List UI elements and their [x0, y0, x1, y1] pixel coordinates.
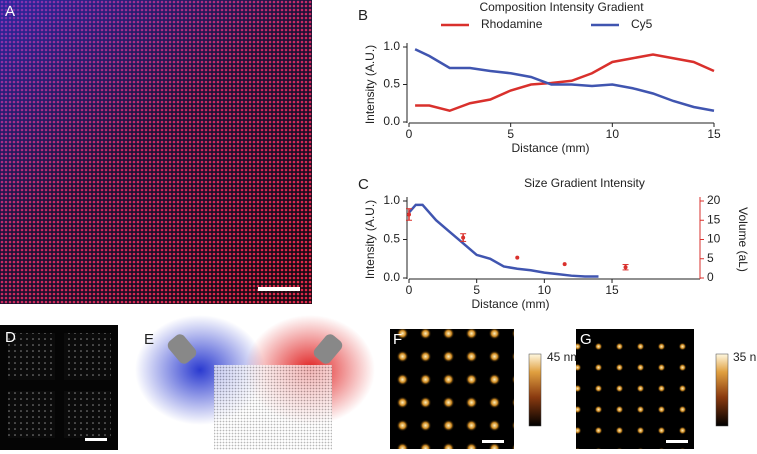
image-f	[390, 329, 514, 449]
y-tick-label: 1.0	[383, 39, 400, 53]
x-axis-label: Distance (mm)	[471, 297, 549, 311]
y-axis-label: Intensity (A.U.)	[363, 45, 377, 124]
panel-label: E	[144, 331, 154, 348]
y-axis-label: Intensity (A.U.)	[363, 200, 377, 279]
nozzle	[313, 334, 343, 364]
colorbar-label: 35 nm	[733, 350, 757, 364]
y-tick-label: 0.5	[383, 232, 400, 246]
legend-label: Rhodamine	[481, 17, 543, 31]
x-tick-label: 10	[606, 127, 620, 141]
nozzle	[167, 334, 197, 364]
scale-bar	[666, 440, 688, 443]
y2-tick-label: 20	[707, 193, 721, 207]
x-tick-label: 0	[406, 127, 413, 141]
line	[408, 203, 599, 278]
line	[415, 53, 715, 113]
array	[64, 333, 111, 380]
panel-label: A	[5, 3, 15, 20]
x-tick-label: 15	[605, 283, 619, 297]
x-tick-label: 0	[406, 283, 413, 297]
colorbar	[528, 353, 542, 427]
point	[407, 212, 411, 217]
array	[214, 365, 332, 450]
array	[8, 391, 55, 438]
colorbar-label: 45 nm	[547, 350, 580, 364]
scale-bar	[482, 440, 504, 443]
y-tick-label: 0.0	[383, 114, 400, 128]
chart-title: Size Gradient Intensity	[524, 176, 645, 190]
panel-label: B	[358, 7, 368, 24]
y-tick-label: 1.0	[383, 193, 400, 207]
x-tick-label: 5	[507, 127, 514, 141]
y2-tick-label: 5	[707, 251, 714, 265]
x-tick-label: 10	[538, 283, 552, 297]
panel-label: F	[393, 331, 402, 348]
panel-label: G	[580, 331, 592, 348]
point	[515, 255, 520, 260]
y2-tick-label: 10	[707, 232, 721, 246]
legend-label: Cy5	[631, 17, 653, 31]
panel-label: C	[358, 176, 369, 193]
point	[461, 235, 466, 240]
y2-tick-label: 0	[707, 270, 714, 284]
array	[8, 333, 55, 380]
y2-axis-label: Volume (aL)	[736, 207, 750, 272]
overlay	[0, 0, 312, 304]
y2-tick-label: 15	[707, 212, 721, 226]
point	[562, 262, 567, 267]
x-tick-label: 5	[473, 283, 480, 297]
array	[64, 391, 111, 438]
scale-bar	[85, 438, 107, 441]
x-tick-label: 15	[707, 127, 721, 141]
image-g	[576, 329, 694, 449]
x-axis-label: Distance (mm)	[511, 141, 589, 155]
point	[623, 265, 628, 270]
panel-label: D	[5, 329, 16, 346]
scale-bar	[258, 287, 300, 291]
y-tick-label: 0.5	[383, 77, 400, 91]
colorbar	[715, 353, 729, 427]
chart-title: Composition Intensity Gradient	[479, 0, 644, 14]
line	[414, 48, 715, 112]
y-tick-label: 0.0	[383, 270, 400, 284]
